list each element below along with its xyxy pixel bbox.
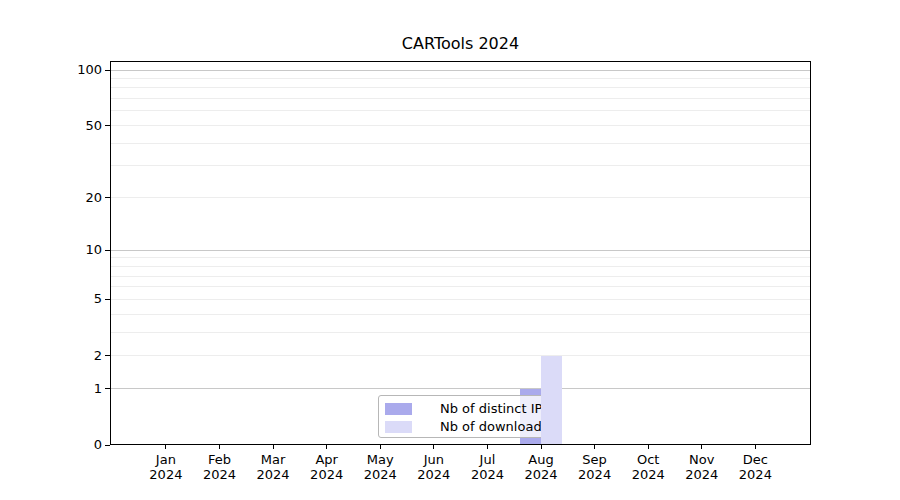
x-tick <box>219 445 220 449</box>
x-tick <box>433 445 434 449</box>
legend-label-distinct-ips: Nb of distinct IPs <box>440 401 549 417</box>
y-tick <box>105 70 110 71</box>
x-tick-label-line: Dec <box>723 452 787 467</box>
y-tick <box>105 299 110 300</box>
gridline <box>110 286 811 287</box>
gridline <box>110 197 811 198</box>
gridline <box>110 332 811 333</box>
gridline <box>110 314 811 315</box>
y-tick <box>105 445 110 446</box>
gridline <box>110 87 811 88</box>
x-tick <box>648 445 649 449</box>
chart-figure: CARTools 2024 Nb of distinct IPs Nb of d… <box>0 0 900 500</box>
legend-item-distinct-ips: Nb of distinct IPs <box>379 400 545 418</box>
y-tick-label: 2 <box>30 348 102 364</box>
y-tick-label: 100 <box>30 62 102 78</box>
bar-downloads <box>541 356 562 445</box>
x-tick <box>541 445 542 449</box>
y-tick-label: 10 <box>30 242 102 258</box>
y-tick-label: 50 <box>30 118 102 134</box>
y-tick-label: 1 <box>30 381 102 397</box>
x-tick <box>380 445 381 449</box>
gridline <box>110 355 811 356</box>
gridline <box>110 110 811 111</box>
x-tick-label: Dec2024 <box>723 452 787 482</box>
y-tick-label: 5 <box>30 291 102 307</box>
gridline <box>110 257 811 258</box>
y-tick <box>105 250 110 251</box>
gridline <box>110 266 811 267</box>
legend-swatch-distinct-ips <box>385 403 412 415</box>
x-tick <box>701 445 702 449</box>
x-tick <box>273 445 274 449</box>
x-tick <box>594 445 595 449</box>
chart-title: CARTools 2024 <box>110 34 811 54</box>
legend-swatch-downloads <box>385 421 412 433</box>
gridline <box>110 143 811 144</box>
y-tick-label: 20 <box>30 190 102 206</box>
y-tick <box>105 125 110 126</box>
gridline <box>110 78 811 79</box>
gridline <box>110 250 811 251</box>
y-tick-label: 0 <box>30 437 102 453</box>
gridline <box>110 299 811 300</box>
gridline <box>110 165 811 166</box>
gridline <box>110 125 811 126</box>
gridline <box>110 98 811 99</box>
y-tick <box>105 197 110 198</box>
y-tick <box>105 388 110 389</box>
x-tick <box>487 445 488 449</box>
legend-item-downloads: Nb of downloads <box>379 418 545 436</box>
legend: Nb of distinct IPs Nb of downloads <box>378 395 546 438</box>
gridline <box>110 388 811 389</box>
x-tick <box>326 445 327 449</box>
x-tick-label-line: 2024 <box>723 467 787 482</box>
plot-area: Nb of distinct IPs Nb of downloads <box>110 61 811 445</box>
x-tick <box>755 445 756 449</box>
x-tick <box>165 445 166 449</box>
y-tick <box>105 355 110 356</box>
gridline <box>110 276 811 277</box>
legend-label-downloads: Nb of downloads <box>440 419 548 435</box>
gridline <box>110 70 811 71</box>
